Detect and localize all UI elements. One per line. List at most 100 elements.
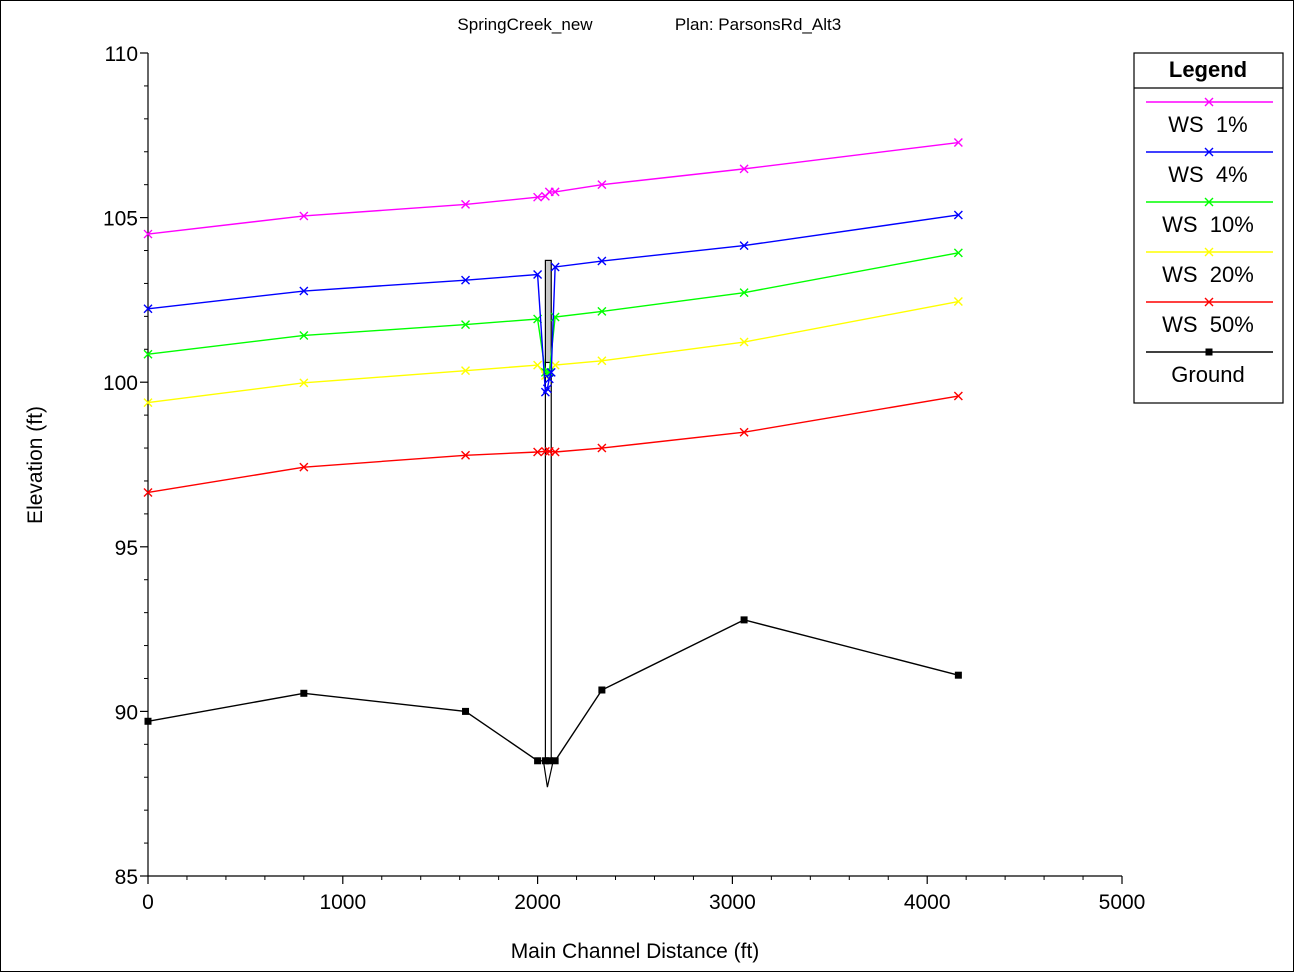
legend-box — [1133, 52, 1284, 404]
data-point — [143, 349, 153, 359]
y-axis-ticks: 85 90 95 100 105 110 — [103, 43, 148, 889]
data-point — [143, 487, 153, 497]
data-point — [551, 757, 559, 765]
y-tick-label: 100 — [103, 372, 138, 395]
data-point — [299, 378, 309, 388]
data-point — [739, 241, 749, 251]
data-point — [953, 391, 963, 401]
data-point — [545, 757, 553, 765]
x-tick-label: 2000 — [514, 891, 561, 914]
data-point — [461, 320, 471, 330]
data-point — [550, 360, 560, 370]
legend-marker — [1204, 147, 1214, 157]
legend-items: WS 1% WS 4% WS 10% WS 20% WS 50% Ground — [1146, 97, 1273, 387]
y-tick-label: 110 — [105, 43, 138, 66]
x-tick-label: 4000 — [904, 891, 951, 914]
data-point — [462, 707, 470, 715]
data-point — [550, 447, 560, 457]
data-point — [461, 450, 471, 460]
data-point — [533, 270, 543, 280]
data-point — [144, 717, 152, 725]
y-tick-label: 85 — [115, 866, 138, 889]
legend-marker — [1204, 197, 1214, 207]
data-point — [299, 211, 309, 221]
series-layer — [143, 138, 963, 765]
data-point — [953, 248, 963, 258]
data-point — [598, 686, 606, 694]
data-point — [299, 462, 309, 472]
series-line — [147, 619, 959, 762]
data-point — [300, 689, 308, 697]
data-point — [740, 616, 748, 624]
legend-marker — [1205, 348, 1213, 356]
data-point — [542, 384, 552, 394]
data-point — [739, 288, 749, 298]
series-line — [147, 214, 959, 395]
data-point — [540, 446, 550, 456]
data-point — [953, 297, 963, 307]
legend: Legend WS 1% WS 4% WS 10% WS 20% WS 50% Groun… — [1133, 52, 1284, 404]
data-point — [143, 304, 153, 314]
data-point — [546, 367, 556, 377]
y-tick-label: 90 — [115, 701, 138, 724]
data-point — [597, 443, 607, 453]
bridge-structure — [542, 259, 554, 788]
data-point — [143, 398, 153, 408]
legend-label: WS 50% — [1162, 312, 1254, 337]
data-point — [954, 671, 962, 679]
x-tick-label: 3000 — [709, 891, 756, 914]
data-point — [541, 757, 549, 765]
bridge-invert — [542, 760, 554, 788]
series-ws-1- — [143, 138, 963, 239]
legend-marker — [1204, 97, 1214, 107]
series-ws-50- — [143, 391, 963, 497]
series-line — [147, 395, 959, 494]
data-point — [550, 262, 560, 272]
data-point — [533, 447, 543, 457]
data-point — [533, 360, 543, 370]
chart-title-project: SpringCreek_new — [457, 15, 593, 34]
y-tick-label: 95 — [115, 537, 138, 560]
series-line — [147, 252, 959, 374]
chart-title-plan: Plan: ParsonsRd_Alt3 — [675, 15, 841, 34]
data-point — [597, 180, 607, 190]
data-point — [739, 337, 749, 347]
x-axis-label: Main Channel Distance (ft) — [511, 940, 760, 963]
legend-marker — [1204, 297, 1214, 307]
data-point — [739, 427, 749, 437]
legend-title: Legend — [1169, 57, 1247, 82]
data-point — [461, 275, 471, 285]
series-ws-4- — [143, 210, 963, 397]
data-point — [550, 187, 560, 197]
y-axis-label: Elevation (ft) — [24, 406, 47, 524]
data-point — [953, 210, 963, 220]
legend-label: Ground — [1171, 362, 1244, 387]
data-point — [597, 256, 607, 266]
legend-label: WS 10% — [1162, 212, 1254, 237]
data-point — [953, 138, 963, 148]
legend-label: WS 20% — [1162, 262, 1254, 287]
legend-label: WS 4% — [1168, 162, 1247, 187]
x-tick-label: 1000 — [319, 891, 366, 914]
data-point — [544, 374, 554, 384]
data-point — [461, 199, 471, 209]
data-point — [597, 306, 607, 316]
data-point — [597, 356, 607, 366]
data-point — [299, 330, 309, 340]
data-point — [533, 192, 543, 202]
x-tick-label: 5000 — [1099, 891, 1146, 914]
series-ground — [144, 616, 962, 765]
data-point — [534, 757, 542, 765]
x-tick-label: 0 — [142, 891, 154, 914]
legend-label: WS 1% — [1168, 112, 1247, 137]
data-point — [143, 229, 153, 239]
data-point — [550, 312, 560, 322]
data-point — [299, 286, 309, 296]
data-point — [739, 164, 749, 174]
legend-marker — [1204, 247, 1214, 257]
data-point — [461, 366, 471, 376]
x-axis-ticks: 0 1000 2000 3000 4000 5000 — [142, 876, 1145, 914]
bridge-deck — [544, 259, 552, 364]
y-tick-label: 105 — [103, 208, 138, 231]
